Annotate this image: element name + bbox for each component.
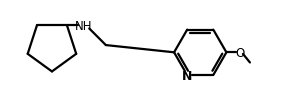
Text: O: O [235,46,245,59]
Text: NH: NH [75,20,92,32]
Text: N: N [182,69,192,82]
